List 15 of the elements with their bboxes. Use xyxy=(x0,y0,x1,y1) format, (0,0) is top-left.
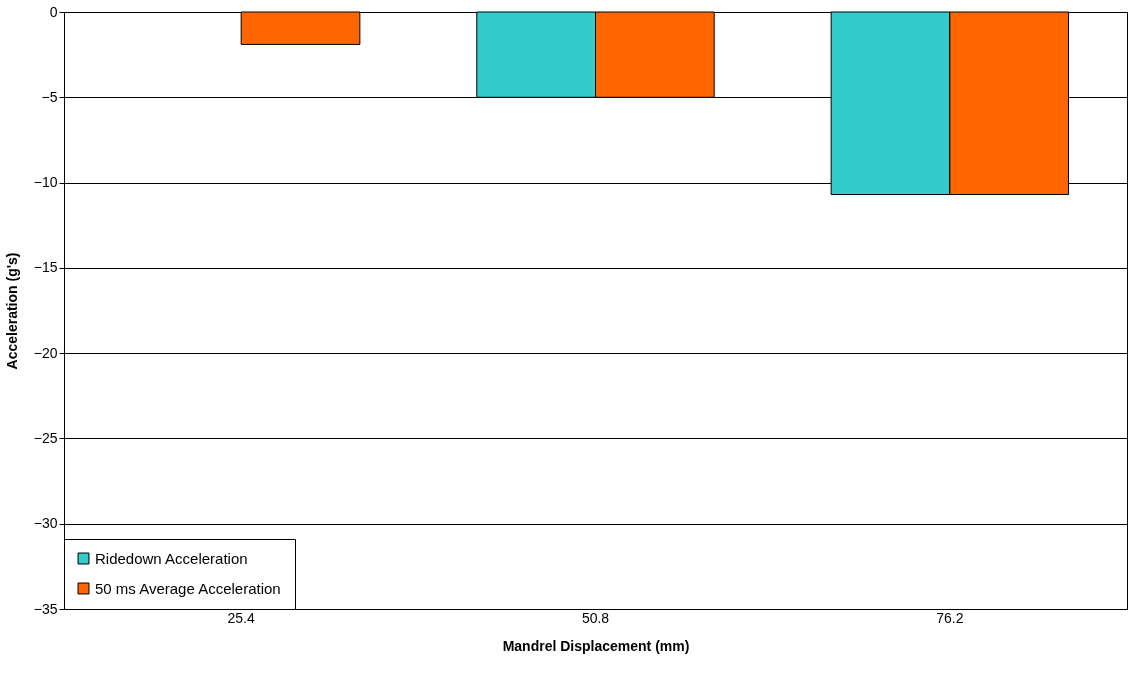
y-tick-label: −10 xyxy=(33,174,58,191)
y-tick-label: 0 xyxy=(49,3,58,20)
y-tick-label: −25 xyxy=(33,429,58,446)
x-tick-label: 50.8 xyxy=(581,609,610,626)
y-tick-label: −20 xyxy=(33,344,58,361)
y-axis-title: Acceleration (g's) xyxy=(3,252,20,370)
y-tick-label: −5 xyxy=(41,88,58,105)
y-tick-label: −30 xyxy=(33,515,58,532)
y-tick-label: −35 xyxy=(33,600,58,617)
x-axis-title: Mandrel Displacement (mm) xyxy=(502,637,690,654)
legend-label: 50 ms Average Acceleration xyxy=(95,579,281,597)
y-tick-label: −15 xyxy=(33,259,58,276)
x-tick-label: 76.2 xyxy=(936,609,964,626)
x-tick-label: 25.4 xyxy=(227,609,255,626)
legend-label: Ridedown Acceleration xyxy=(95,549,248,567)
